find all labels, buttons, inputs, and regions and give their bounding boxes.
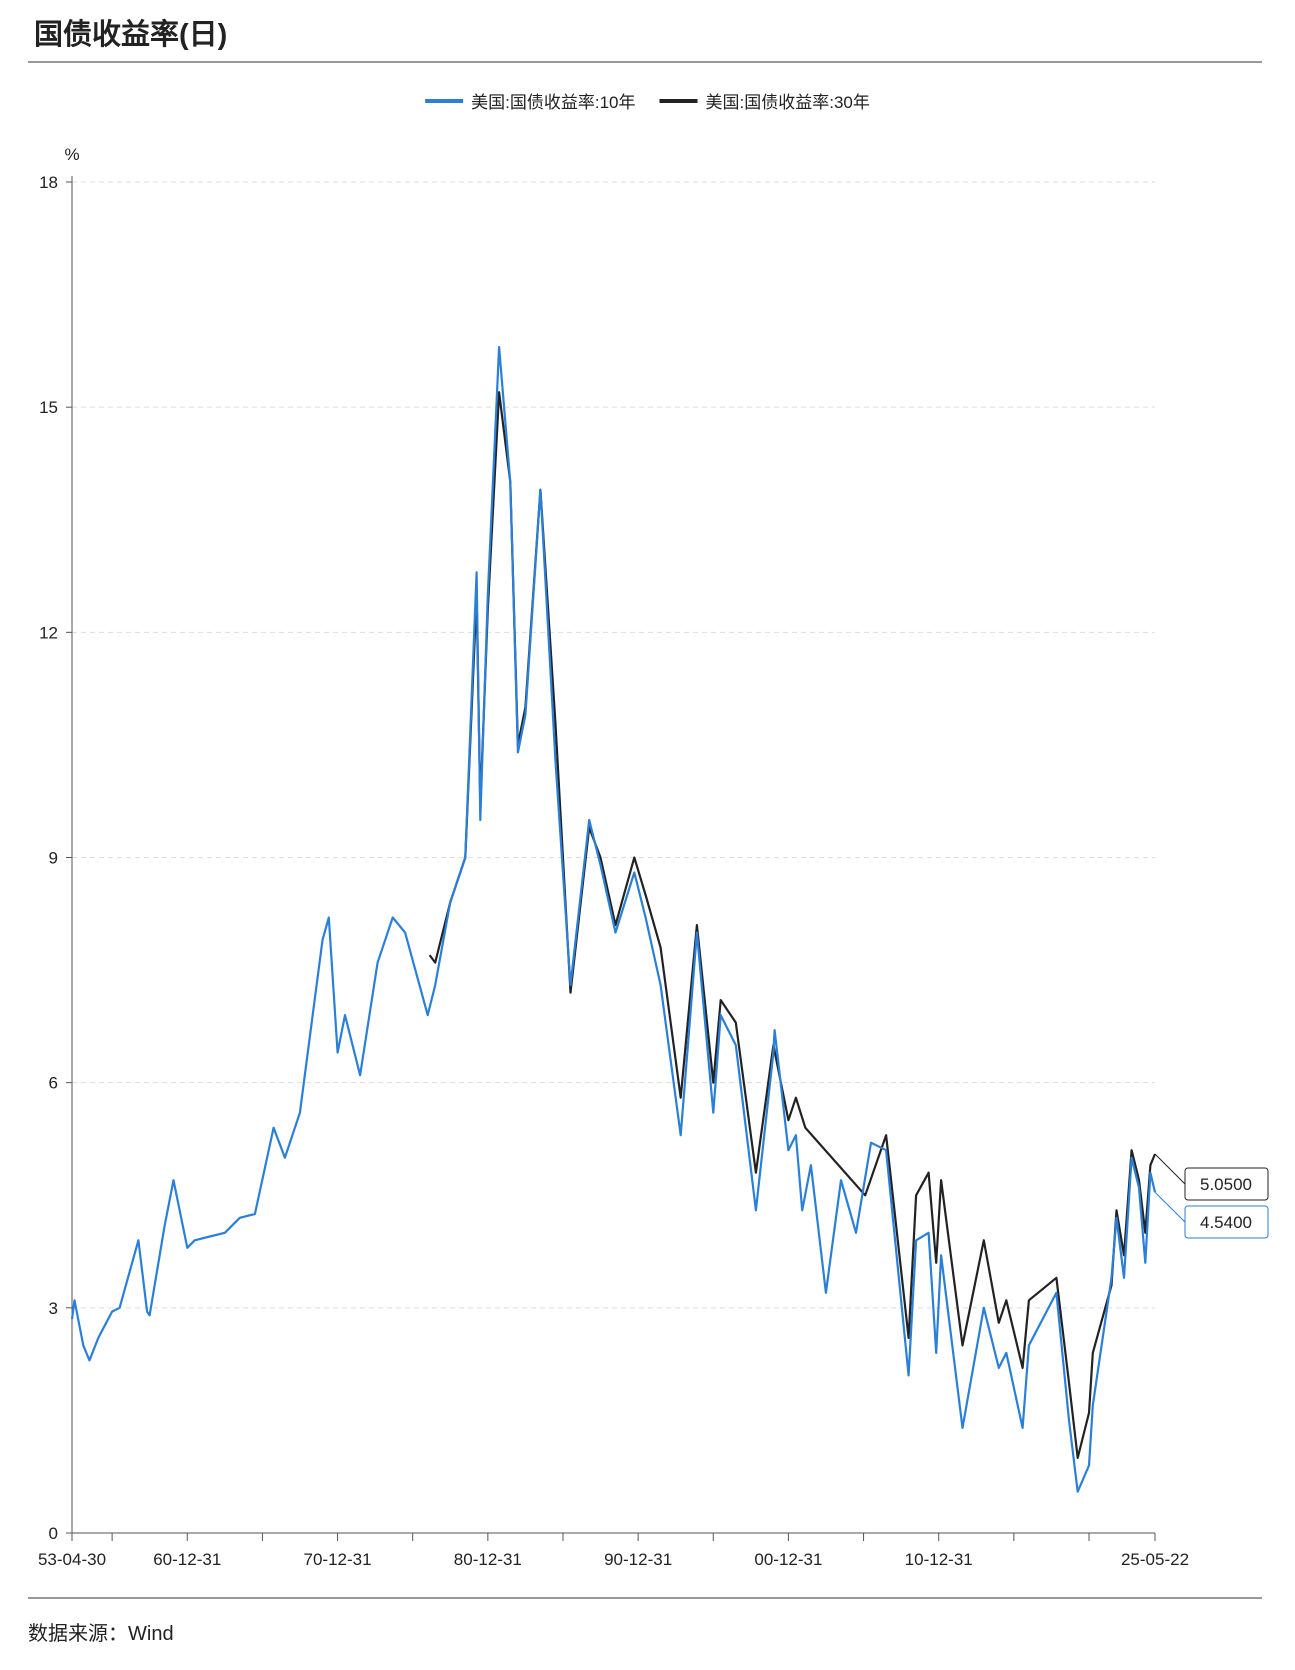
y-tick-label: 3	[49, 1299, 58, 1318]
x-tick-label: 53-04-30	[38, 1550, 106, 1569]
y-tick-label: 0	[49, 1524, 58, 1543]
x-tick-label: 25-05-22	[1121, 1550, 1189, 1569]
x-tick-label: 80-12-31	[454, 1550, 522, 1569]
end-label-box	[1184, 1167, 1269, 1201]
chart-title: 国债收益率(日)	[34, 17, 227, 51]
y-tick-label: 12	[39, 623, 58, 642]
x-tick-label: 90-12-31	[604, 1550, 672, 1569]
end-label-leader	[1154, 1191, 1186, 1223]
x-tick-label: 70-12-31	[304, 1550, 372, 1569]
legend: 美国:国债收益率:10年 美国:国债收益率:30年	[425, 93, 870, 112]
y-tick-label: 18	[39, 173, 58, 192]
y-axis-label: %	[64, 145, 79, 164]
x-tick-label: 00-12-31	[754, 1550, 822, 1569]
x-tick-label: 10-12-31	[905, 1550, 973, 1569]
y-tick-label: 9	[49, 849, 58, 868]
end-label: 5.0500	[1200, 1175, 1252, 1194]
legend-label: 美国:国债收益率:10年	[471, 93, 635, 112]
series-line	[428, 391, 1157, 1459]
y-tick-label: 6	[49, 1074, 58, 1093]
end-label-box	[1184, 1205, 1269, 1239]
end-label: 4.5400	[1200, 1213, 1252, 1232]
legend-label: 美国:国债收益率:30年	[706, 93, 870, 112]
end-label-leader	[1154, 1153, 1186, 1185]
source: 数据来源：Wind	[28, 1622, 174, 1645]
x-tick-label: 60-12-31	[153, 1550, 221, 1569]
y-tick-label: 15	[39, 398, 58, 417]
series-line	[70, 346, 1157, 1493]
